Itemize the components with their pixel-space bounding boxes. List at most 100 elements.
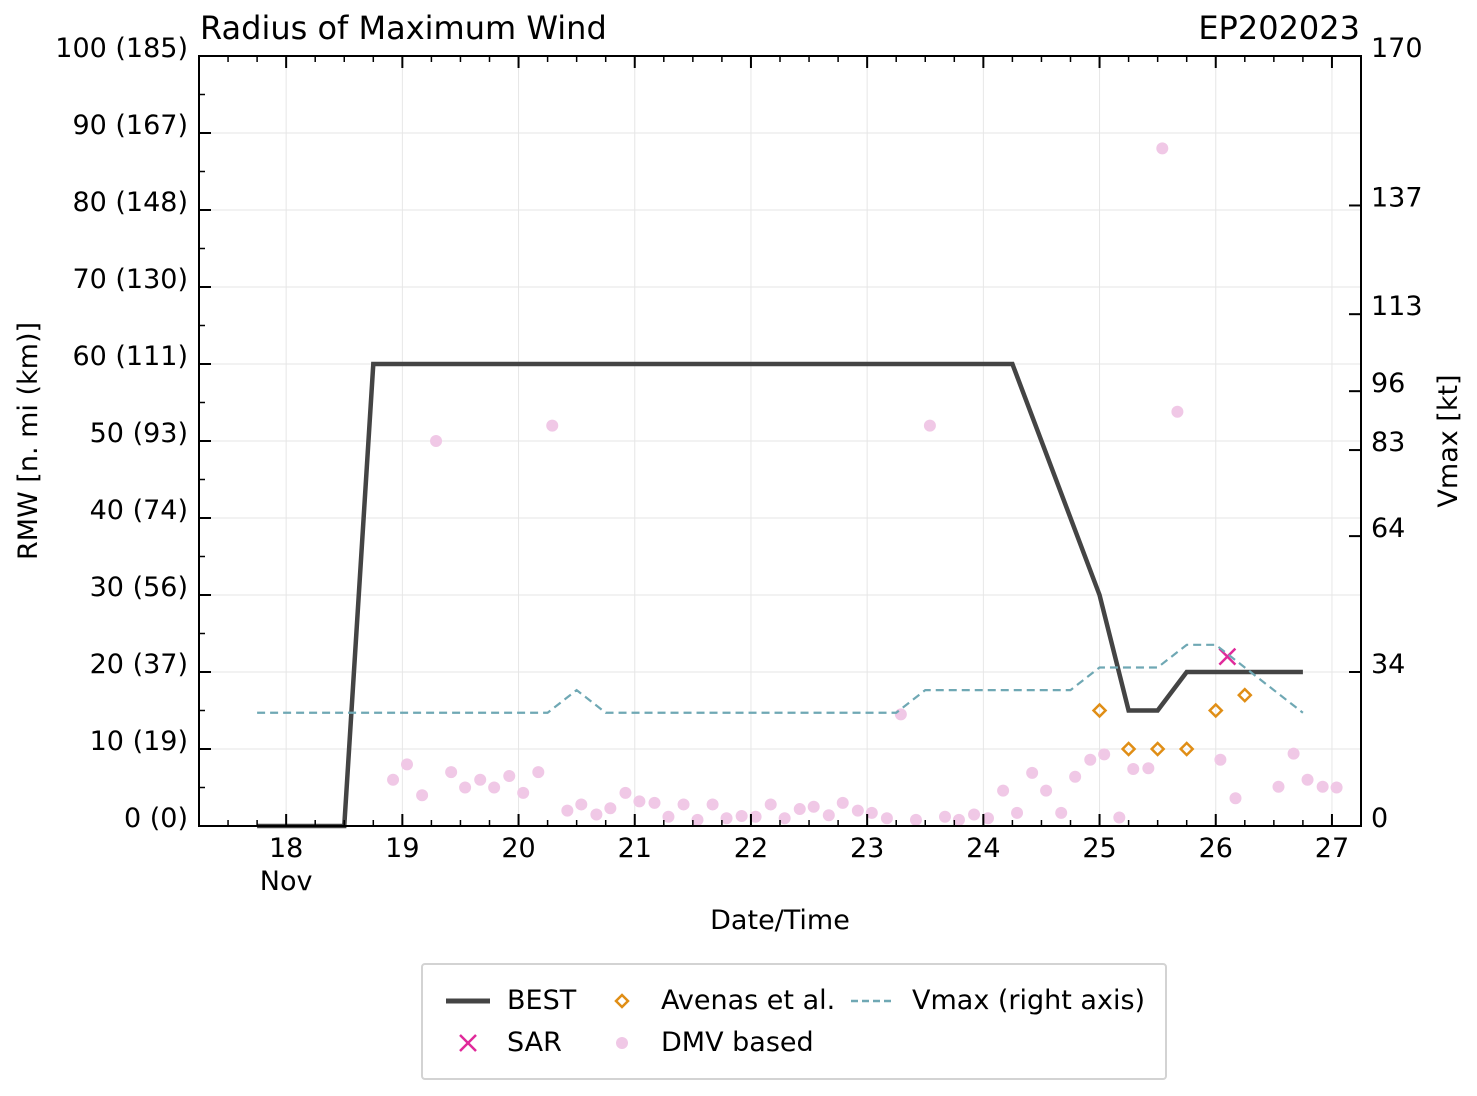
dmv-point <box>939 810 952 823</box>
legend-best-label: BEST <box>507 985 577 1016</box>
legend-best-line-icon <box>446 998 490 1003</box>
legend-dmv-label: DMV based <box>661 1027 814 1058</box>
storm-id: EP202023 <box>1198 9 1360 47</box>
dmv-point <box>590 808 603 821</box>
dmv-point <box>1156 142 1169 155</box>
dmv-point <box>1229 792 1242 805</box>
avenas-point <box>1120 741 1137 757</box>
dmv-point <box>749 810 762 823</box>
dmv-point <box>575 798 588 811</box>
chart-canvas: 18 19 20 21 22 23 24 25 26 27 Nov 0 (0) 10 (19) 20 (3… <box>13 9 1464 936</box>
y-tick-label: 20 (37) <box>90 649 188 680</box>
dmv-point <box>662 810 675 823</box>
legend-vmax-dashed-icon <box>851 999 895 1002</box>
y2-tick-label: 64 <box>1371 513 1405 544</box>
dmv-point <box>706 798 719 811</box>
y-tick-label: 100 (185) <box>55 33 188 64</box>
dmv-point <box>822 809 835 822</box>
series-vmax-right-axis-line <box>257 643 1304 714</box>
x-tick-label: 25 <box>1082 833 1116 864</box>
dmv-point <box>851 804 864 817</box>
y2-axis-label: Vmax [kt] <box>1433 374 1464 507</box>
y-tick-label: 80 (148) <box>72 187 188 218</box>
x-tick-label: 20 <box>501 833 535 864</box>
x-tick-label: 19 <box>385 833 419 864</box>
y-tick-label: 0 (0) <box>124 803 188 834</box>
x-month-label: Nov <box>260 866 313 897</box>
dmv-point <box>503 769 516 782</box>
x-tick-label: 21 <box>618 833 652 864</box>
dmv-point <box>1040 784 1053 797</box>
dmv-point <box>459 781 472 794</box>
dmv-point <box>793 803 806 816</box>
legend-sar-label: SAR <box>507 1027 562 1058</box>
y2-tick-label: 96 <box>1371 368 1405 399</box>
dmv-point <box>1127 763 1140 776</box>
legend-item-avenas: Avenas et al. <box>597 985 835 1016</box>
x-tick-label: 24 <box>966 833 1000 864</box>
dmv-point <box>387 773 400 786</box>
avenas-point <box>1178 741 1195 757</box>
dmv-point <box>488 781 501 794</box>
dmv-point <box>1098 748 1111 761</box>
dmv-point <box>445 766 458 779</box>
y2-tick-label: 137 <box>1371 182 1423 213</box>
dmv-point <box>532 766 545 779</box>
x-tick-label: 26 <box>1199 833 1233 864</box>
dmv-point <box>997 784 1010 797</box>
dmv-point <box>474 773 487 786</box>
y2-tick-label: 113 <box>1371 291 1423 322</box>
dmv-point <box>923 419 936 432</box>
x-axis-label: Date/Time <box>710 905 850 936</box>
x-tick-label: 22 <box>734 833 768 864</box>
series-layer <box>257 142 1343 829</box>
dmv-point <box>909 813 922 826</box>
legend-avenas-label: Avenas et al. <box>661 985 836 1016</box>
dmv-point <box>968 808 981 821</box>
dmv-point <box>764 798 777 811</box>
dmv-point <box>981 812 994 825</box>
dmv-point <box>1055 806 1068 819</box>
dmv-point <box>546 419 559 432</box>
avenas-point <box>1091 702 1108 719</box>
dmv-point <box>1026 766 1039 779</box>
sar-point <box>1218 647 1237 666</box>
dmv-point <box>807 800 820 813</box>
dmv-point <box>778 812 791 825</box>
dmv-point <box>677 798 690 811</box>
y-tick-label: 50 (93) <box>90 418 188 449</box>
legend-sar-x-icon <box>459 1033 477 1052</box>
y-axis-label: RMW [n. mi (km)] <box>13 322 44 560</box>
dmv-point <box>1084 753 1097 766</box>
dmv-point <box>633 795 646 808</box>
legend-vmax-label: Vmax (right axis) <box>912 985 1146 1016</box>
y2-tick-label: 170 <box>1371 33 1423 64</box>
dmv-point <box>952 813 965 826</box>
y-tick-label: 10 (19) <box>90 726 188 757</box>
dmv-point <box>1214 753 1227 766</box>
y2-tick-label: 83 <box>1371 427 1405 458</box>
dmv-point <box>604 802 617 815</box>
dmv-point <box>1142 762 1155 775</box>
dmv-point <box>735 809 748 822</box>
dmv-point <box>1272 780 1285 793</box>
dmv-point <box>1330 781 1343 794</box>
legend-item-sar: SAR <box>443 1027 562 1058</box>
legend-dmv-dot-icon <box>616 1036 628 1049</box>
y-tick-label: 30 (56) <box>90 572 188 603</box>
y2-tick-label: 0 <box>1371 803 1388 834</box>
dmv-point <box>1287 747 1300 760</box>
y-tick-label: 60 (111) <box>72 341 188 372</box>
x-tick-label: 23 <box>850 833 884 864</box>
dmv-point <box>400 758 413 771</box>
axes: 18 19 20 21 22 23 24 25 26 27 Nov 0 (0) 10 (19) 20 (3… <box>55 33 1422 897</box>
y-tick-label: 70 (130) <box>72 264 188 295</box>
dmv-point <box>648 796 661 809</box>
sar-point-stroke <box>1218 647 1237 666</box>
x-tick-label: 18 <box>269 833 303 864</box>
dmv-point <box>619 786 632 799</box>
dmv-point <box>1171 405 1184 418</box>
x-tick-label: 27 <box>1315 833 1349 864</box>
avenas-point <box>1237 687 1253 703</box>
avenas-point <box>1207 702 1224 719</box>
